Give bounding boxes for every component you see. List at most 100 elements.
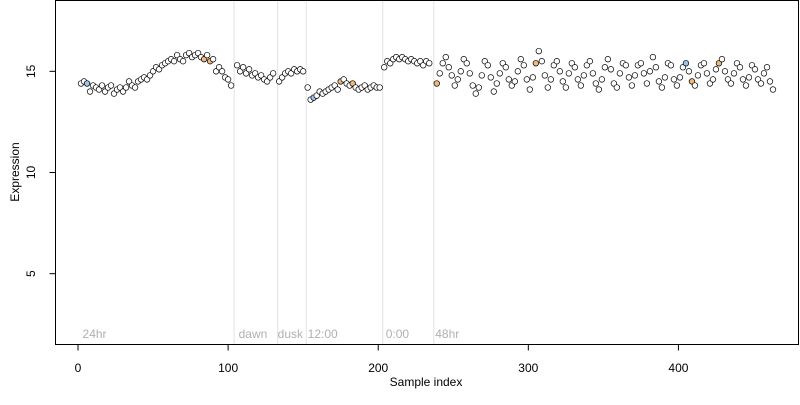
data-point-203: [700, 60, 708, 67]
data-point-220: [751, 66, 759, 73]
data-point-149: [538, 58, 545, 65]
data-point-72: [300, 68, 307, 75]
segment-label-2: dusk: [278, 327, 304, 341]
data-point-213: [730, 70, 738, 77]
data-point-177: [622, 62, 630, 69]
data-point-183: [640, 70, 648, 77]
data-point-201: [694, 72, 702, 79]
data-point-215: [736, 64, 744, 71]
data-point-226: [769, 86, 777, 93]
data-point-158: [565, 70, 572, 77]
data-point-165: [586, 58, 594, 65]
x-tick-label-2: 200: [368, 361, 388, 375]
segment-label-3: 12:00: [308, 327, 338, 341]
data-point-151: [544, 84, 551, 91]
segment-label-1: dawn: [239, 327, 268, 341]
data-point-171: [604, 56, 612, 63]
data-point-44: [209, 56, 217, 63]
data-point-137: [502, 64, 509, 71]
data-point-190: [661, 74, 669, 81]
data-point-161: [574, 76, 582, 83]
data-point-209: [718, 56, 726, 63]
data-point-146: [529, 74, 536, 81]
data-point-182: [637, 60, 645, 67]
data-point-122: [457, 68, 464, 75]
data-point-3: [86, 88, 94, 95]
data-point-15: [122, 84, 130, 91]
data-point-42: [203, 51, 211, 59]
data-point-184: [643, 80, 651, 87]
data-point-172: [607, 66, 615, 73]
data-point-204: [703, 70, 711, 77]
data-point-7: [98, 82, 106, 89]
data-point-121: [454, 76, 461, 83]
data-point-83: [334, 86, 341, 93]
data-point-210: [721, 68, 729, 75]
data-point-138: [505, 76, 512, 83]
data-point-223: [760, 70, 768, 77]
data-point-155: [556, 68, 563, 75]
data-point-169: [598, 76, 606, 83]
x-tick-label-1: 100: [218, 361, 238, 375]
data-point-50: [227, 82, 235, 89]
y-tick-label-1: 10: [24, 166, 38, 180]
data-point-174: [613, 84, 621, 91]
x-tick-label-0: 0: [75, 361, 82, 375]
data-point-143: [520, 62, 527, 69]
data-point-145: [526, 86, 533, 93]
data-point-167: [592, 80, 600, 87]
data-point-31: [170, 58, 178, 65]
segment-divider-lines: [233, 0, 435, 345]
data-point-148: [535, 47, 542, 55]
data-points: [77, 47, 777, 103]
data-point-163: [580, 72, 588, 79]
segment-label-0: 24hr: [83, 327, 107, 341]
data-point-116: [439, 60, 446, 67]
data-point-225: [766, 78, 774, 85]
data-point-124: [463, 60, 470, 67]
data-point-51: [233, 62, 241, 69]
data-point-73: [304, 84, 311, 91]
data-point-154: [553, 58, 560, 65]
x-tick-label-4: 400: [668, 361, 688, 375]
data-point-179: [628, 82, 636, 89]
y-tick-label-0: 5: [24, 270, 38, 277]
data-point-206: [709, 76, 717, 83]
data-point-198: [685, 68, 693, 75]
data-point-125: [466, 70, 473, 77]
data-point-197: [682, 60, 690, 67]
y-axis-title: Expression: [8, 142, 22, 201]
segment-label-5: 48hr: [435, 327, 459, 341]
data-point-120: [451, 82, 458, 89]
data-point-187: [652, 64, 660, 71]
data-point-18: [131, 84, 139, 91]
data-point-63: [269, 70, 277, 77]
data-point-144: [523, 76, 530, 83]
data-point-147: [532, 60, 539, 67]
data-point-134: [493, 80, 500, 87]
data-point-200: [691, 82, 699, 89]
data-point-180: [631, 72, 639, 79]
data-point-224: [763, 64, 771, 71]
segment-labels: 24hr dawn dusk 12:00 0:00 48hr: [83, 327, 460, 341]
data-point-150: [541, 72, 548, 79]
data-point-222: [757, 80, 765, 87]
data-point-131: [484, 62, 491, 69]
plot-frame: [55, 0, 799, 345]
data-point-178: [625, 74, 633, 81]
data-point-188: [655, 78, 663, 85]
data-point-55: [245, 66, 253, 73]
data-point-117: [442, 54, 449, 61]
y-tick-label-2: 15: [24, 64, 38, 78]
y-axis: 5 10 15: [24, 64, 56, 277]
data-point-192: [667, 62, 675, 69]
data-point-10: [107, 82, 115, 89]
data-point-157: [562, 84, 569, 91]
data-point-216: [739, 76, 747, 83]
data-point-127: [472, 90, 479, 97]
data-point-195: [676, 74, 684, 81]
data-point-152: [547, 76, 554, 83]
data-point-141: [514, 68, 521, 75]
data-point-132: [487, 74, 494, 81]
